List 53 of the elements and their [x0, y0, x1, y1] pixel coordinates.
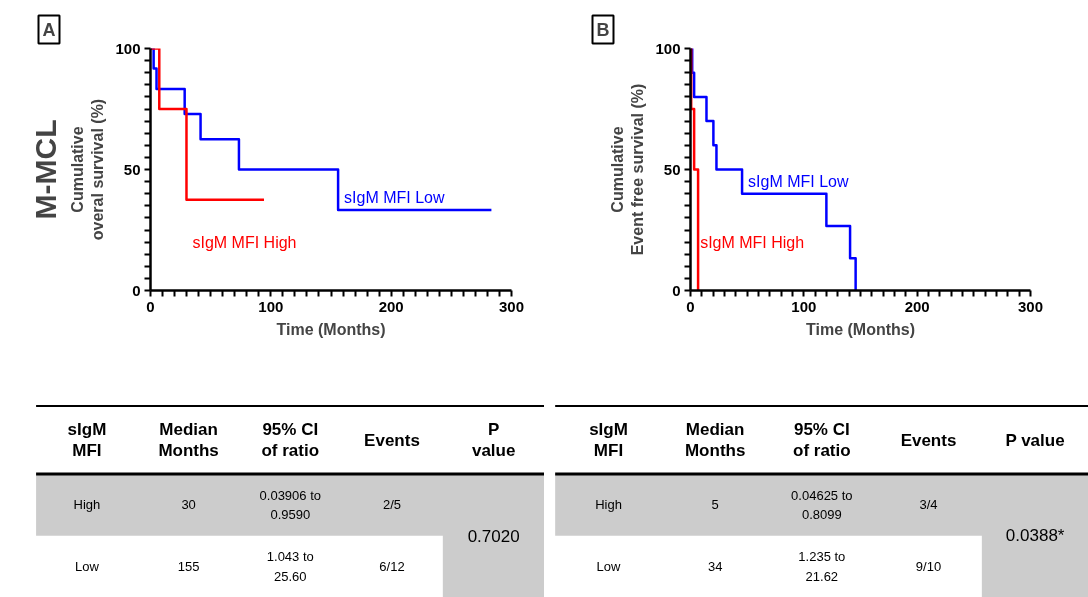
text: 155: [177, 559, 200, 575]
text: M-MCL: [28, 119, 62, 220]
text: 5: [711, 497, 719, 513]
category-label: sIgM MFI: [589, 420, 628, 460]
category-label: Low: [75, 559, 99, 575]
text: 0.7020: [467, 526, 520, 546]
y-tick-label: 50: [123, 160, 141, 178]
text: 3/4: [919, 497, 938, 513]
text: 30: [181, 497, 196, 513]
x-tick-label: 0: [146, 297, 155, 315]
y-tick-label: 0: [132, 281, 141, 299]
x-axis-title: Time (Months): [805, 320, 916, 338]
category-label: Median Months: [684, 420, 746, 460]
x-tick-label: 0: [686, 297, 695, 315]
chart-title: B: [596, 19, 610, 40]
x-axis-title: Time (Months): [276, 320, 386, 338]
x-tick-label: 300: [1017, 297, 1044, 315]
text: 6/12: [379, 559, 405, 575]
y-tick-label: 50: [663, 160, 681, 178]
category-label: Median Months: [158, 420, 219, 460]
category-label: Events: [364, 430, 420, 450]
y-tick-label: 100: [655, 39, 681, 57]
y-axis-title: Cumulative overal survival (%): [69, 98, 107, 241]
category-label: Events: [900, 430, 957, 450]
y-tick-label: 0: [672, 281, 681, 299]
series-label: sIgM MFI Low: [344, 188, 446, 206]
chart-title: A: [42, 19, 56, 40]
text: sIgM MFI High: [192, 233, 297, 251]
series-label: sIgM MFI Low: [748, 172, 849, 190]
x-tick-label: 100: [258, 297, 284, 315]
y-axis-title: Cumulative Event free survival (%): [609, 83, 647, 256]
text: 0.04625 to 0.8099: [791, 487, 853, 523]
text: 0.03906 to 0.9590: [259, 487, 322, 523]
category-label: Low: [596, 559, 621, 575]
category-label: sIgM MFI: [67, 420, 107, 460]
text: 1.235 to 21.62: [798, 549, 846, 584]
category-label: P value: [1005, 430, 1065, 450]
x-tick-label: 300: [498, 297, 525, 315]
category-label: High: [595, 497, 622, 513]
category-label: 95% CI of ratio: [261, 420, 320, 460]
text: 34: [707, 559, 723, 575]
text: 9/10: [915, 559, 942, 575]
text: 0.0388*: [1005, 526, 1065, 546]
y-tick-label: 100: [115, 39, 141, 57]
x-tick-label: 200: [904, 297, 930, 315]
text: 1.043 to 25.60: [266, 549, 314, 584]
category-label: High: [73, 497, 101, 513]
x-tick-label: 200: [378, 297, 404, 315]
category-label: 95% CI of ratio: [793, 420, 851, 460]
category-label: P value: [471, 420, 516, 460]
series-label: sIgM MFI High: [700, 233, 805, 251]
text: 2/5: [382, 497, 402, 513]
x-tick-label: 100: [791, 297, 817, 315]
